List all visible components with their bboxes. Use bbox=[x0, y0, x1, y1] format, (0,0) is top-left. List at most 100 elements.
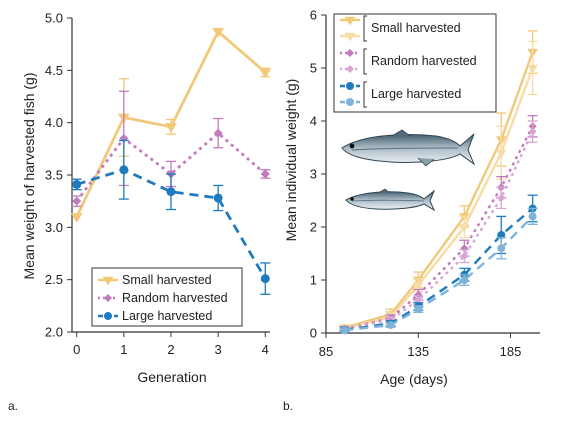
panel-b-point-large bbox=[497, 244, 506, 253]
panel-b-point-large bbox=[497, 230, 506, 239]
panel-b-y-tick-label: 2 bbox=[310, 220, 317, 235]
panel-a-axes bbox=[71, 18, 270, 333]
panel-a-y-tick-label: 2.0 bbox=[45, 325, 63, 340]
panel-a-point-random bbox=[213, 128, 223, 138]
panel-a-point-large bbox=[72, 179, 82, 189]
panel-a-x-tick-label: 4 bbox=[262, 342, 269, 357]
panel-a-point-random bbox=[72, 196, 82, 206]
panel-a-line-large bbox=[76, 168, 267, 280]
fish-icon-small bbox=[345, 188, 436, 212]
panel-a-point-large bbox=[213, 193, 223, 203]
panel-a-series-large bbox=[71, 139, 271, 295]
legend-b-large-bracket bbox=[363, 81, 367, 108]
panel-b-point-large bbox=[340, 326, 349, 335]
legend-b-random-label: Random harvested bbox=[371, 54, 477, 68]
legend-a-marker-large bbox=[104, 312, 112, 320]
panel-b-point-large bbox=[386, 321, 395, 330]
panel-a-point-large bbox=[166, 187, 176, 197]
panel-b-point-random bbox=[528, 127, 537, 136]
panel-a-plot-area bbox=[70, 27, 272, 295]
fish-icon-large bbox=[341, 129, 476, 167]
panel-b-axes bbox=[325, 15, 540, 334]
panel-b-legend-marks bbox=[340, 16, 360, 106]
panel-a-x-tick-label: 0 bbox=[73, 342, 80, 357]
legend-a-large-label: Large harvested bbox=[122, 309, 212, 323]
panel-a-point-large bbox=[260, 274, 270, 284]
panel-a-y-tick-label: 4.0 bbox=[45, 115, 63, 130]
legend-b-marker-large bbox=[346, 82, 354, 90]
panel-b-point-random bbox=[497, 193, 506, 202]
panel-b-point-small bbox=[527, 64, 539, 74]
panel-b-point-random bbox=[460, 252, 469, 261]
panel-a-y-tick-label: 3.5 bbox=[45, 168, 63, 183]
panel-a-point-small bbox=[212, 27, 225, 38]
legend-a-marker-small bbox=[102, 276, 114, 286]
legend-b-large-label: Large harvested bbox=[371, 87, 461, 101]
legend-b-marker-small bbox=[344, 16, 356, 26]
panel-a-letter: a. bbox=[8, 399, 18, 413]
panel-a-y-tick-label: 4.5 bbox=[45, 63, 63, 78]
panel-a-point-small bbox=[165, 123, 177, 133]
panel-a-y-tick-label: 3.0 bbox=[45, 220, 63, 235]
legend-a-marker-random bbox=[104, 294, 112, 302]
legend-b-small-label: Small harvested bbox=[371, 21, 461, 35]
legend-b-random-bracket bbox=[363, 48, 367, 75]
legend-b-marker-small bbox=[344, 32, 356, 42]
panel-a-x-axis-label: Generation bbox=[137, 369, 206, 385]
panel-a-legend: Small harvested Random harvested Large h… bbox=[91, 267, 243, 327]
panel-b-y-tick-label: 1 bbox=[310, 273, 317, 288]
panel-b-line-small bbox=[344, 51, 534, 329]
legend-b-marker-random bbox=[346, 49, 354, 57]
panel-b-y-tick-label: 4 bbox=[310, 114, 317, 129]
panel-b-x-axis-label: Age (days) bbox=[380, 371, 448, 387]
panel-b-x-tick-label: 185 bbox=[500, 344, 522, 359]
panel-a-ticks: 2.0 2.5 3.0 3.5 4.0 4.5 5.0 0 1 2 3 4 bbox=[45, 11, 269, 358]
panel-b-line-small bbox=[344, 67, 534, 330]
legend-b-marker-large bbox=[346, 98, 354, 106]
legend-a-random-label: Random harvested bbox=[122, 291, 228, 305]
panel-b-letter: b. bbox=[283, 399, 293, 413]
panel-b-line-random bbox=[344, 125, 534, 330]
panel-a-legend-marks bbox=[98, 276, 118, 320]
panel-b-point-small bbox=[458, 223, 470, 233]
legend-a-small-label: Small harvested bbox=[122, 273, 212, 287]
panel-a-x-tick-label: 3 bbox=[215, 342, 222, 357]
legend-b-marker-random bbox=[346, 65, 354, 73]
panel-b-legend: Small harvested Random harvested Large h… bbox=[333, 13, 497, 113]
panel-a-point-random bbox=[260, 169, 270, 179]
panel-b: 0 1 2 3 4 5 6 85 135 185 Age (days) Mean individu… bbox=[283, 8, 540, 413]
legend-b-small-bracket bbox=[363, 15, 367, 42]
panel-a-series-random bbox=[71, 90, 271, 208]
panel-b-line-large bbox=[344, 215, 534, 332]
panel-b-point-large bbox=[528, 212, 537, 221]
panel-b-point-small bbox=[412, 282, 424, 291]
panel-a-x-tick-label: 1 bbox=[120, 342, 127, 357]
panel-b-y-tick-label: 3 bbox=[310, 167, 317, 182]
panel-b-y-axis-label: Mean individual weight (g) bbox=[283, 79, 299, 242]
panel-b-line-random bbox=[344, 131, 534, 331]
panel-b-legend-box bbox=[333, 13, 497, 113]
panel-a-point-small bbox=[70, 213, 83, 223]
panel-b-y-tick-label: 6 bbox=[310, 8, 317, 23]
panel-b-y-tick-label: 5 bbox=[310, 61, 317, 76]
panel-a-y-tick-label: 5.0 bbox=[45, 11, 63, 26]
panel-b-point-large bbox=[460, 276, 469, 284]
panel-a-y-axis-label: Mean weight of harvested fish (g) bbox=[21, 73, 37, 280]
panel-b-x-tick-label: 135 bbox=[407, 344, 429, 359]
panel-b-line-large bbox=[344, 207, 534, 332]
panel-a: 2.0 2.5 3.0 3.5 4.0 4.5 5.0 0 1 2 3 4 Generation Me… bbox=[8, 11, 272, 413]
panel-b-ticks: 0 1 2 3 4 5 6 85 135 185 bbox=[310, 8, 522, 360]
panel-b-series-large bbox=[339, 194, 538, 334]
panel-a-x-tick-label: 2 bbox=[167, 342, 174, 357]
panel-a-y-tick-label: 2.5 bbox=[45, 272, 63, 287]
panel-b-plot-area bbox=[338, 30, 539, 335]
panel-b-x-tick-label: 85 bbox=[319, 344, 333, 359]
panel-b-point-small bbox=[495, 149, 507, 159]
panel-b-point-large bbox=[414, 305, 423, 314]
panel-b-y-tick-label: 0 bbox=[310, 326, 317, 341]
panel-a-point-small bbox=[259, 68, 272, 79]
panel-a-point-large bbox=[119, 165, 129, 175]
panel-b-series-large-replicate bbox=[339, 207, 538, 335]
